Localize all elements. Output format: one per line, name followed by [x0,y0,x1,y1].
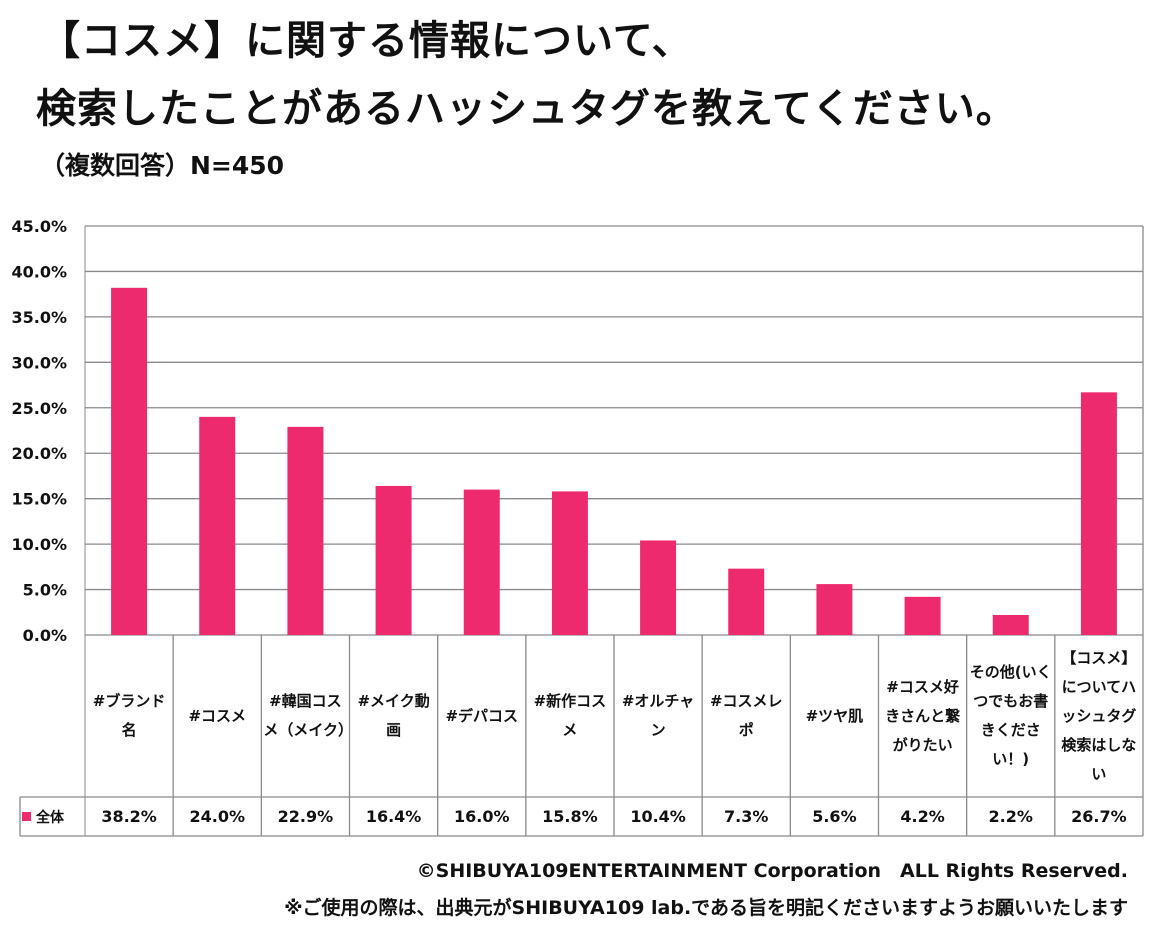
bar [1080,392,1117,635]
copyright: ©SHIBUYA109ENTERTAINMENT Corporation ALL… [416,860,1128,882]
x-category-label: #ブランド名 [92,692,166,739]
bar [640,540,677,635]
bar [728,568,765,635]
x-category-label: #コスメ [188,706,247,725]
x-category-label: 【コスメ】についてハッシュタグ検索はしない [1061,648,1137,783]
data-label: 16.0% [453,807,510,826]
data-label: 24.0% [189,807,245,826]
bar [551,491,588,635]
legend-label: 全体 [36,809,64,826]
legend-swatch [22,812,31,821]
legend-entry: 全体 [22,797,64,836]
data-label: 38.2% [101,807,157,826]
data-label: 5.6% [812,807,857,826]
y-tick-label: 35.0% [11,308,67,327]
x-category-label: その他(いくつでもお書きください！) [969,663,1052,768]
bar [463,489,500,635]
y-tick-label: 25.0% [11,399,67,418]
data-label: 15.8% [542,807,598,826]
x-category-label: #新作コスメ [533,692,607,739]
x-category-label: #韓国コスメ（メイク） [263,692,354,739]
bar [992,615,1029,635]
data-label: 7.3% [724,807,769,826]
x-category-label: #コスメ好きさんと繋がりたい [885,677,961,754]
chart-subtitle: （複数回答）N=450 [40,151,285,180]
y-tick-label: 45.0% [11,217,67,236]
data-label: 22.9% [277,807,334,826]
x-category-label: #コスメレポ [709,692,783,739]
y-tick-label: 0.0% [23,626,67,645]
x-category-label: #デパコス [445,706,519,725]
data-label: 2.2% [988,807,1033,826]
bar [816,584,853,635]
y-tick-label: 20.0% [11,444,67,463]
bar [199,416,236,635]
x-category-label: #ツヤ肌 [805,706,864,725]
bar [904,596,941,635]
bar [375,485,412,635]
data-label: 4.2% [900,807,945,826]
x-category-label: #オルチャン [621,692,695,739]
y-tick-label: 10.0% [11,535,67,554]
data-label: 16.4% [365,807,422,826]
y-tick-label: 40.0% [11,262,67,281]
y-tick-label: 5.0% [23,581,67,600]
bar [111,287,148,635]
y-tick-label: 30.0% [11,353,67,372]
bar [287,426,324,635]
data-label: 26.7% [1071,807,1127,826]
data-label: 10.4% [630,807,686,826]
x-category-label: #メイク動画 [357,692,430,739]
usage-note: ※ご使用の際は、出典元がSHIBUYA109 lab.である旨を明記くださいます… [284,897,1128,919]
y-tick-label: 15.0% [11,490,67,509]
chart-title-line2: 検索したことがあるハッシュタグを教えてください。 [36,86,1017,132]
chart-title-line1: 【コスメ】に関する情報について、 [40,18,693,64]
